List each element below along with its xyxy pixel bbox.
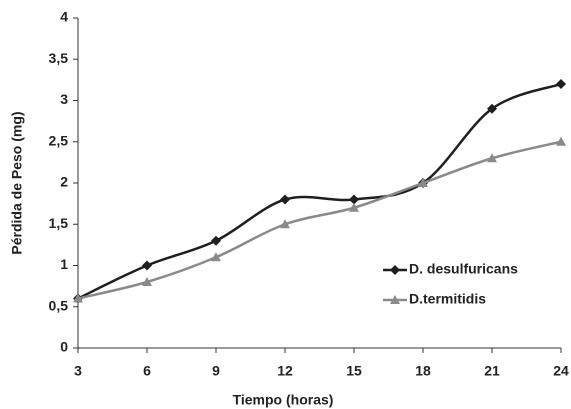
legend-label: D. desulfuricans: [409, 261, 518, 277]
x-tick-label: 24: [553, 363, 569, 379]
x-tick-label: 3: [74, 363, 82, 379]
marker: [418, 178, 428, 187]
x-tick-label: 12: [277, 363, 293, 379]
marker: [390, 265, 400, 275]
x-tick-label: 15: [346, 363, 362, 379]
marker: [73, 293, 83, 303]
marker: [142, 260, 152, 271]
marker: [211, 235, 221, 246]
x-tick-label: 6: [143, 363, 151, 379]
marker: [349, 202, 359, 212]
y-tick-label: 2: [60, 174, 68, 190]
marker: [556, 79, 566, 89]
y-tick-label: 2,5: [49, 132, 69, 148]
y-tick-label: 3: [60, 91, 68, 107]
marker: [280, 219, 290, 229]
marker: [390, 295, 400, 304]
x-tick-label: 9: [212, 363, 220, 379]
y-tick-label: 4: [60, 9, 68, 25]
marker: [349, 194, 359, 205]
x-tick-label: 21: [484, 363, 500, 379]
y-tick-label: 0,5: [49, 297, 69, 313]
y-tick-label: 3,5: [49, 50, 69, 66]
marker: [280, 194, 290, 205]
series-line: [77, 140, 562, 300]
marker: [487, 103, 497, 114]
y-tick-label: 0: [60, 339, 68, 355]
legend-label: D.termitidis: [409, 291, 486, 307]
series-line: [77, 82, 562, 300]
marker: [556, 136, 566, 146]
y-tick-label: 1: [60, 256, 68, 272]
y-tick-label: 1,5: [49, 215, 69, 231]
marker: [487, 153, 497, 163]
marker: [142, 277, 152, 286]
marker: [211, 252, 221, 262]
y-axis-title: Pérdida de Peso (mg): [9, 111, 25, 254]
x-axis-title: Tiempo (horas): [233, 392, 334, 408]
x-tick-label: 18: [415, 363, 431, 379]
